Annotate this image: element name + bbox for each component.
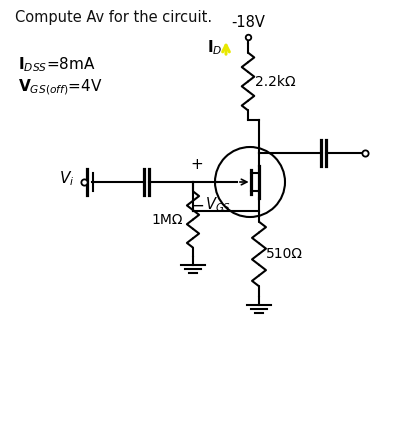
Text: $\mathbf{I}_D$: $\mathbf{I}_D$ [207, 39, 223, 57]
Text: Compute Av for the circuit.: Compute Av for the circuit. [15, 10, 212, 25]
Text: $V_{GS}$: $V_{GS}$ [205, 195, 231, 214]
Text: 510Ω: 510Ω [266, 247, 303, 261]
Text: $V_i$: $V_i$ [59, 170, 74, 188]
Text: 1MΩ: 1MΩ [151, 212, 183, 227]
Text: $\mathbf{I}_{DSS}$=8mA: $\mathbf{I}_{DSS}$=8mA [18, 56, 96, 74]
Text: 2.2kΩ: 2.2kΩ [255, 74, 296, 88]
Text: -18V: -18V [231, 15, 265, 30]
Text: $-$: $-$ [190, 196, 204, 214]
Text: +: + [191, 156, 203, 172]
Text: $\mathbf{V}_{GS(off)}$=4V: $\mathbf{V}_{GS(off)}$=4V [18, 77, 103, 97]
